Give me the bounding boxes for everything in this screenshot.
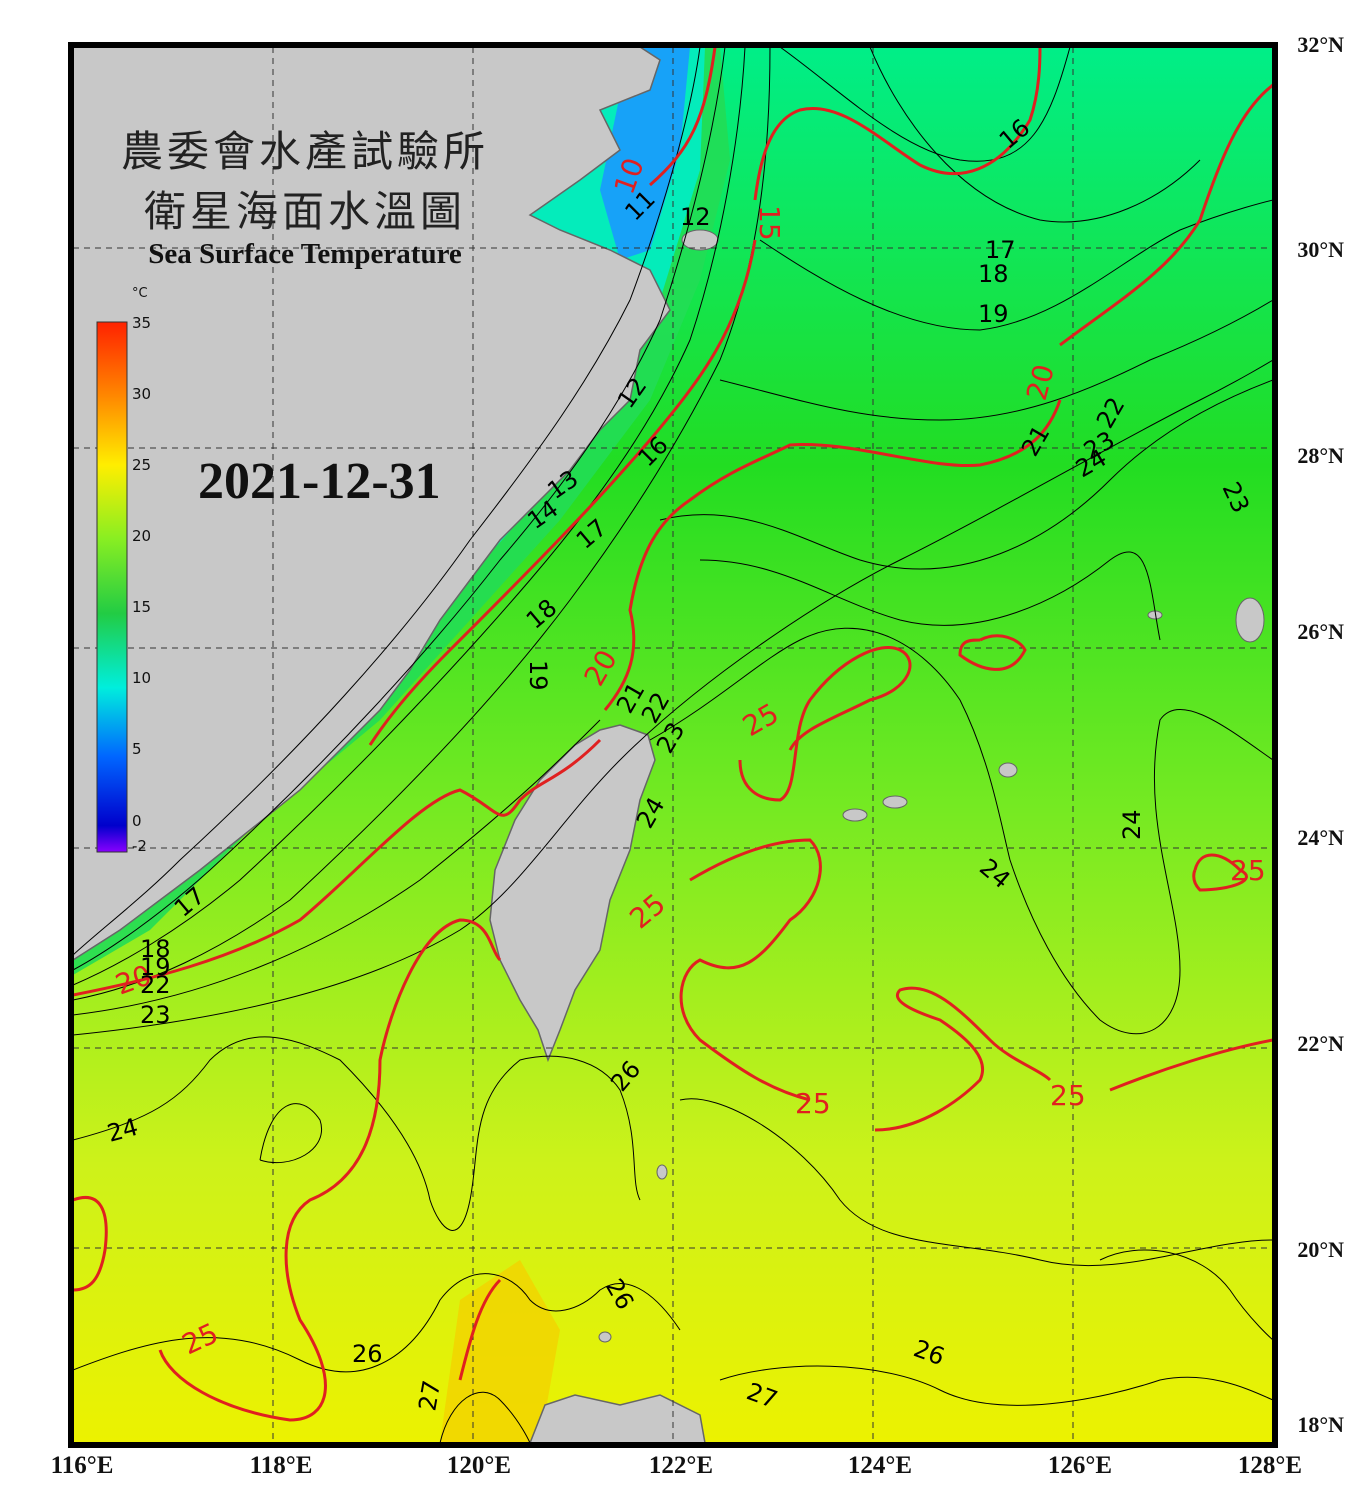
- lat-label: 24°N: [1297, 825, 1344, 850]
- colorbar-ticks: 35 30 25 20 15 10 5 0 -2: [132, 314, 151, 855]
- contour-label: 24: [1118, 809, 1146, 840]
- graticule: [73, 47, 1273, 1443]
- lon-label: 118°E: [249, 1452, 313, 1479]
- map-frame: [68, 42, 1278, 1448]
- contour-label-25: 25: [795, 1087, 831, 1120]
- colorbar-tick: 5: [132, 740, 142, 758]
- contour-label: 18: [978, 260, 1009, 288]
- lat-label: 26°N: [1297, 619, 1344, 644]
- luzon-land: [529, 1394, 706, 1443]
- contour-label: 19: [978, 300, 1009, 328]
- map-date: 2021-12-31: [198, 453, 441, 510]
- colorbar-tick: 25: [132, 456, 151, 474]
- colorbar-tick: -2: [132, 837, 147, 855]
- lon-label: 124°E: [847, 1452, 913, 1479]
- colorbar-tick: 0: [132, 812, 142, 830]
- contour-label: 26: [352, 1340, 383, 1368]
- contour-label-25: 25: [1050, 1079, 1086, 1112]
- contour-label: 23: [140, 1001, 171, 1029]
- contour-label: 22: [140, 971, 171, 999]
- title-english: Sea Surface Temperature: [148, 238, 462, 270]
- contour-label: 19: [524, 660, 552, 691]
- colorbar-unit: °C: [132, 286, 148, 301]
- contour-label: 27: [413, 1378, 446, 1413]
- lat-label: 30°N: [1297, 237, 1344, 262]
- title-chinese-line2: 衛星海面水溫圖: [143, 187, 466, 236]
- islands: [598, 229, 1265, 1343]
- contour-label: 19: [140, 953, 171, 981]
- colorbar-tick: 35: [132, 314, 151, 332]
- lat-label: 28°N: [1297, 443, 1344, 468]
- colorbar: [96, 321, 128, 853]
- contour-label-25: 25: [1230, 854, 1266, 887]
- lat-label: 18°N: [1297, 1412, 1344, 1437]
- colorbar-tick: 10: [132, 669, 151, 687]
- colorbar-tick: 30: [132, 385, 151, 403]
- major-contours: [73, 47, 1273, 1422]
- lon-label: 126°E: [1047, 1452, 1113, 1479]
- warm-patch: [440, 1260, 560, 1443]
- lon-label: 128°E: [1237, 1452, 1303, 1479]
- mainland-land: [73, 47, 671, 961]
- title-chinese-line1: 農委會水產試驗所: [120, 127, 489, 176]
- contour-label: 12: [680, 203, 711, 231]
- lat-label: 20°N: [1297, 1237, 1344, 1262]
- lon-label: 120°E: [446, 1452, 512, 1479]
- lon-label: 122°E: [648, 1452, 714, 1479]
- colorbar-tick: 15: [132, 598, 151, 616]
- contour-label: 17: [985, 236, 1016, 264]
- contour-label: 18: [140, 935, 171, 963]
- lat-label: 22°N: [1297, 1031, 1344, 1056]
- lon-label: 116°E: [50, 1452, 114, 1479]
- lat-label: 32°N: [1297, 32, 1344, 57]
- colorbar-tick: 20: [132, 527, 151, 545]
- contour-label-15: 15: [753, 205, 786, 241]
